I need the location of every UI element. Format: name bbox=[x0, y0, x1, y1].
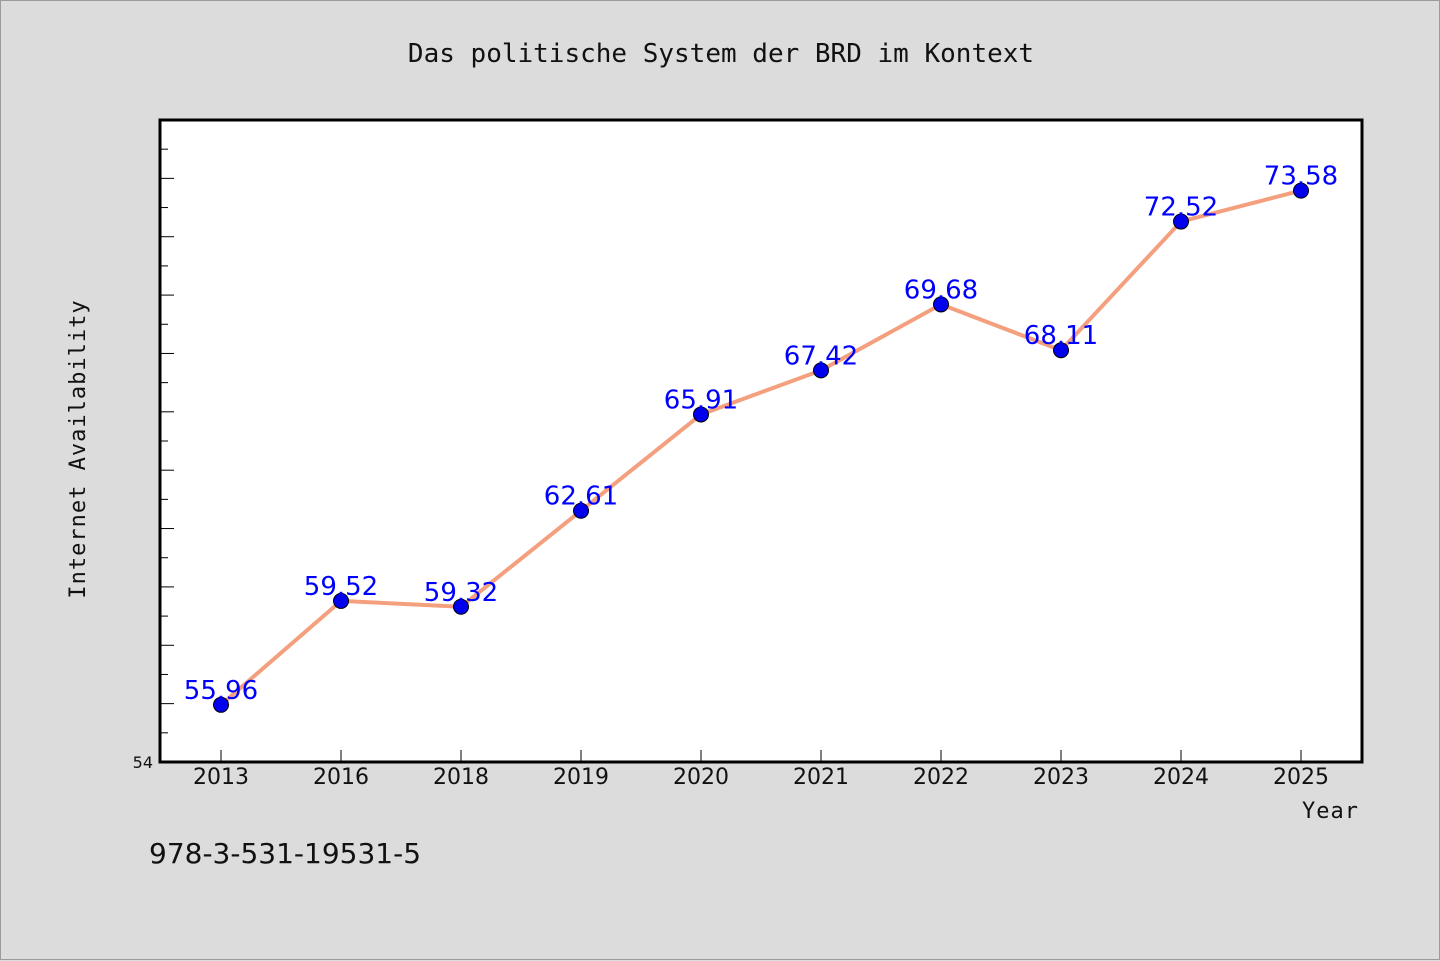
x-tick-label: 2020 bbox=[673, 765, 729, 790]
x-tick-label: 2019 bbox=[553, 765, 609, 790]
x-tick-label: 2022 bbox=[913, 765, 969, 790]
data-label: 62.61 bbox=[544, 482, 618, 512]
x-tick-label: 2025 bbox=[1273, 765, 1329, 790]
data-label: 69.68 bbox=[904, 275, 978, 305]
series-line: 55.96 59.52 59.32 62.61 65.91 67.42 69.68 68.11… bbox=[184, 162, 1338, 713]
data-label: 72.52 bbox=[1144, 193, 1218, 223]
data-label: 73.58 bbox=[1264, 162, 1338, 192]
plot-area bbox=[158, 118, 1364, 764]
data-label: 65.91 bbox=[664, 385, 738, 415]
data-point-marker bbox=[333, 592, 349, 609]
data-point-marker bbox=[813, 362, 829, 379]
isbn-footer: 978-3-531-19531-5 bbox=[149, 837, 421, 870]
data-label: 59.52 bbox=[304, 572, 378, 602]
x-axis-label: Year bbox=[1302, 799, 1359, 824]
series-polyline bbox=[219, 188, 1303, 707]
data-point-marker bbox=[693, 406, 709, 423]
data-point-marker bbox=[573, 502, 589, 519]
data-label: 59.32 bbox=[424, 578, 498, 608]
x-tick-label: 2024 bbox=[1153, 765, 1209, 790]
data-label: 67.42 bbox=[784, 341, 858, 371]
data-label: 68.11 bbox=[1024, 321, 1098, 351]
y-tick-label-min: 54 bbox=[133, 753, 153, 772]
data-point-marker bbox=[213, 696, 229, 713]
x-tick-label: 2023 bbox=[1033, 765, 1089, 790]
x-tick-label: 2021 bbox=[793, 765, 849, 790]
y-axis-ticks bbox=[160, 148, 174, 734]
data-point-marker bbox=[453, 598, 469, 615]
x-axis-ticks: 2013 2016 2018 2019 2020 2021 2022 2023 2024 2025 bbox=[193, 750, 1329, 790]
x-tick-label: 2013 bbox=[193, 765, 249, 790]
data-point-marker bbox=[1173, 213, 1189, 230]
data-point-marker bbox=[1293, 182, 1309, 199]
x-tick-label: 2016 bbox=[313, 765, 369, 790]
data-label: 55.96 bbox=[184, 676, 258, 706]
data-point-marker bbox=[1053, 342, 1069, 359]
chart-title: Das politische System der BRD im Kontext bbox=[408, 39, 1034, 69]
x-tick-label: 2018 bbox=[433, 765, 489, 790]
data-point-marker bbox=[933, 296, 949, 313]
y-axis-label: Internet Availability bbox=[66, 299, 91, 598]
